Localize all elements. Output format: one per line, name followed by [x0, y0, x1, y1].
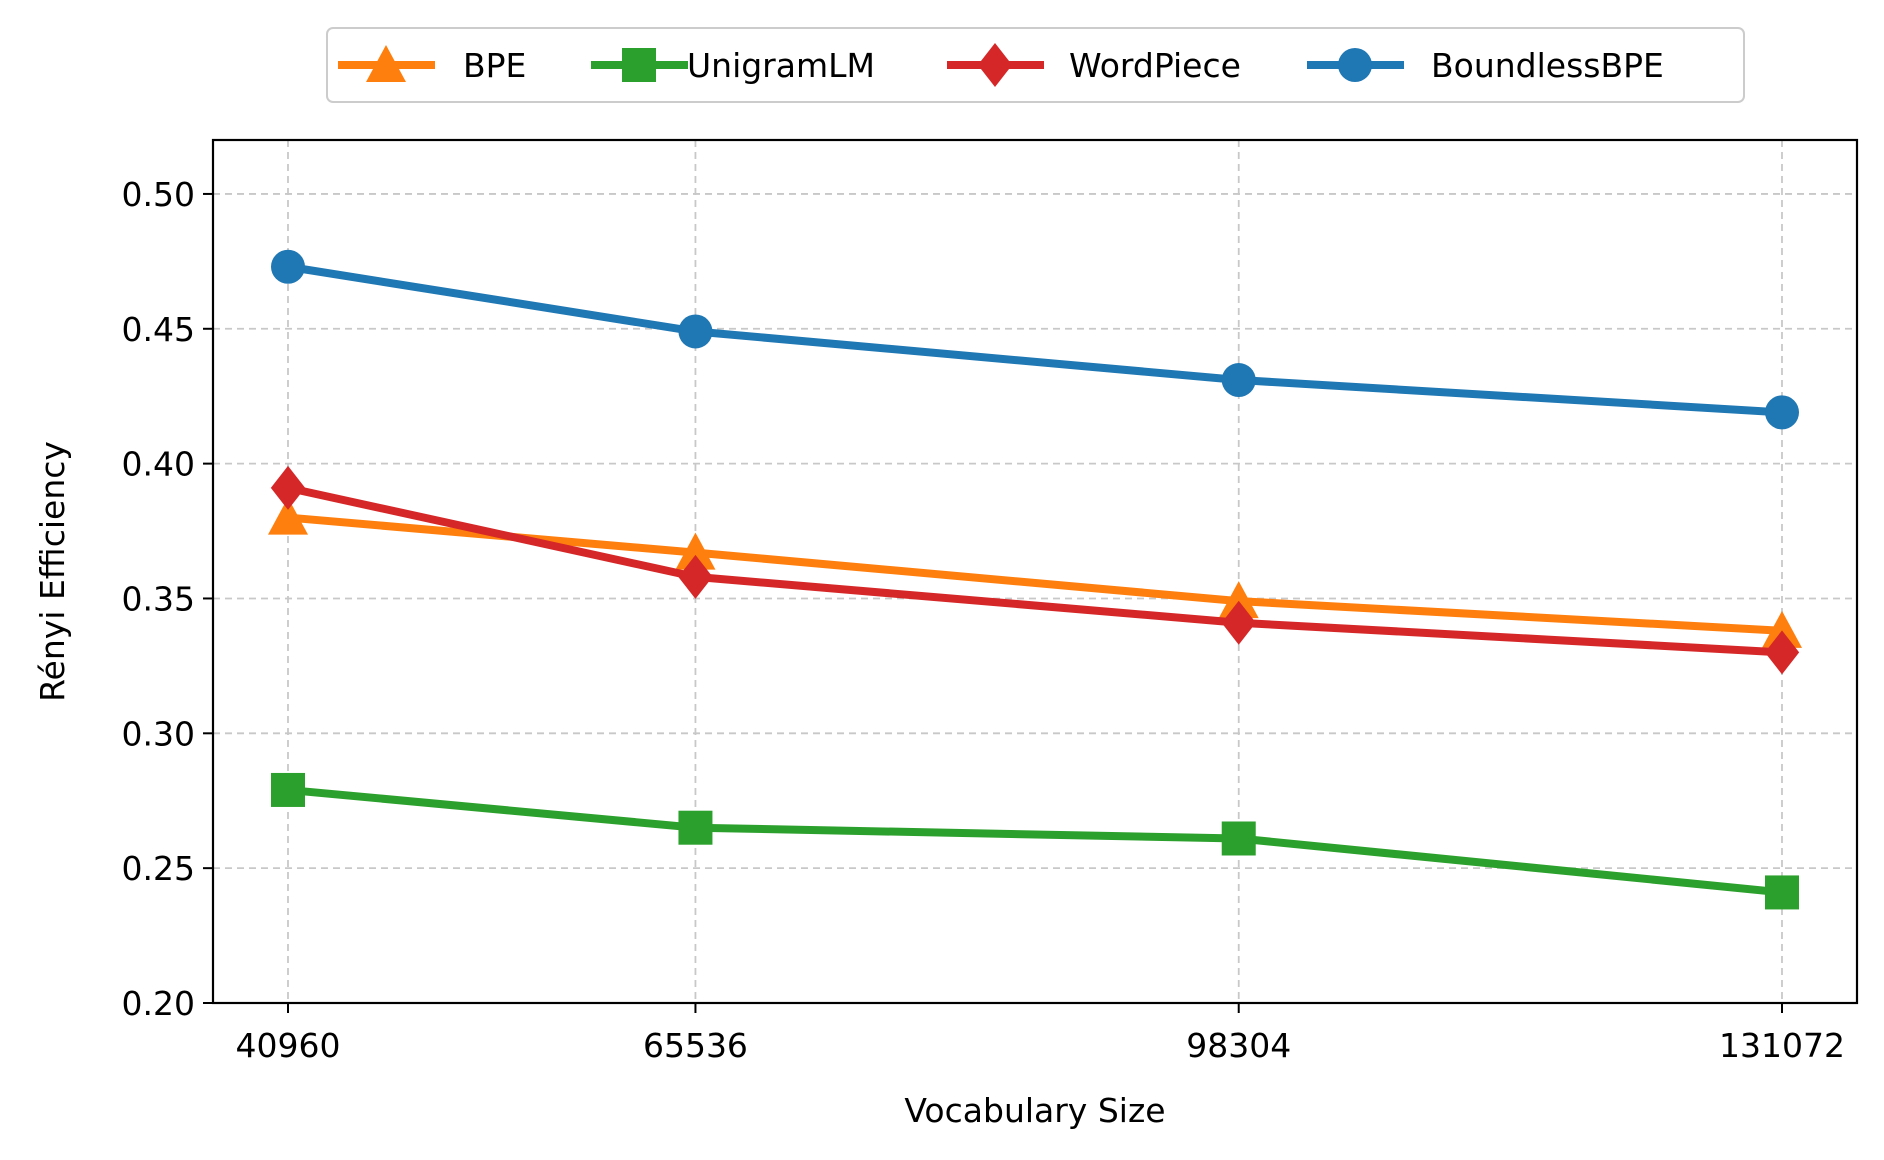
- data-point-boundlessbpe-3: [1765, 395, 1799, 430]
- data-point-wordpiece-0: [270, 465, 306, 510]
- y-tick-label-6: 0.50: [122, 175, 195, 214]
- series-wordpiece: [270, 465, 1800, 675]
- data-point-boundlessbpe-1: [678, 314, 713, 349]
- data-point-unigramlm-2: [1221, 821, 1256, 856]
- series-boundlessbpe: [271, 249, 1799, 430]
- plot-frame: [211, 138, 1859, 1005]
- data-point-unigramlm-1: [678, 810, 713, 845]
- y-tick-label-3: 0.35: [122, 579, 195, 618]
- series-group: [268, 249, 1802, 910]
- data-point-bpe-0: [268, 497, 308, 535]
- grid-lines: [213, 140, 1857, 1004]
- data-point-boundlessbpe-0: [271, 249, 305, 284]
- legend-label-bpe: BPE: [463, 46, 526, 85]
- legend-marker-wordpiece: [977, 43, 1013, 87]
- x-tick-label-1: 65536: [643, 1026, 748, 1065]
- y-tick-label-4: 0.40: [122, 445, 195, 484]
- legend-label-unigramlm: UnigramLM: [687, 46, 875, 85]
- x-tick-label-0: 40960: [236, 1026, 341, 1065]
- data-point-unigramlm-3: [1765, 875, 1799, 910]
- legend-marker-bpe: [366, 45, 406, 82]
- data-point-bpe-3: [1762, 610, 1802, 648]
- series-unigramlm: [271, 772, 1799, 910]
- data-point-wordpiece-3: [1764, 630, 1800, 675]
- legend-item-bpe: BPE: [338, 45, 526, 85]
- series-line-boundlessbpe: [284, 262, 1786, 417]
- data-point-unigramlm-0: [271, 772, 305, 807]
- legend-marker-boundlessbpe: [1338, 48, 1372, 82]
- legend-item-wordpiece: WordPiece: [947, 43, 1241, 87]
- legend-item-unigramlm: UnigramLM: [591, 46, 875, 85]
- x-tick-label-2: 98304: [1186, 1026, 1291, 1065]
- legend-label-boundlessbpe: BoundlessBPE: [1431, 46, 1664, 85]
- y-tick-label-2: 0.30: [122, 714, 195, 753]
- y-tick-label-1: 0.25: [122, 849, 195, 888]
- legend: BPE UnigramLM WordPiece BoundlessBPE: [326, 27, 1745, 103]
- legend-label-wordpiece: WordPiece: [1069, 46, 1241, 85]
- series-line-unigramlm: [284, 785, 1786, 897]
- y-tick-label-5: 0.45: [122, 310, 195, 349]
- data-point-bpe-1: [675, 532, 716, 570]
- series-line-wordpiece: [284, 483, 1786, 657]
- x-tick-label-3: 131072: [1719, 1026, 1845, 1065]
- x-axis-label: Vocabulary Size: [904, 1091, 1165, 1130]
- data-point-wordpiece-1: [678, 554, 713, 599]
- data-point-boundlessbpe-2: [1221, 363, 1256, 398]
- y-tick-label-0: 0.20: [122, 984, 195, 1023]
- x-axis-ticks: 40960 65536 98304 131072: [236, 1003, 1845, 1065]
- legend-item-boundlessbpe: BoundlessBPE: [1307, 46, 1664, 85]
- y-axis-ticks: 0.20 0.25 0.30 0.35 0.40 0.45 0.50: [122, 175, 213, 1023]
- data-point-bpe-2: [1218, 581, 1259, 619]
- data-point-wordpiece-2: [1221, 600, 1256, 645]
- legend-marker-unigramlm: [622, 48, 656, 82]
- series-bpe: [268, 497, 1802, 648]
- y-axis-label: Rényi Efficiency: [33, 441, 72, 702]
